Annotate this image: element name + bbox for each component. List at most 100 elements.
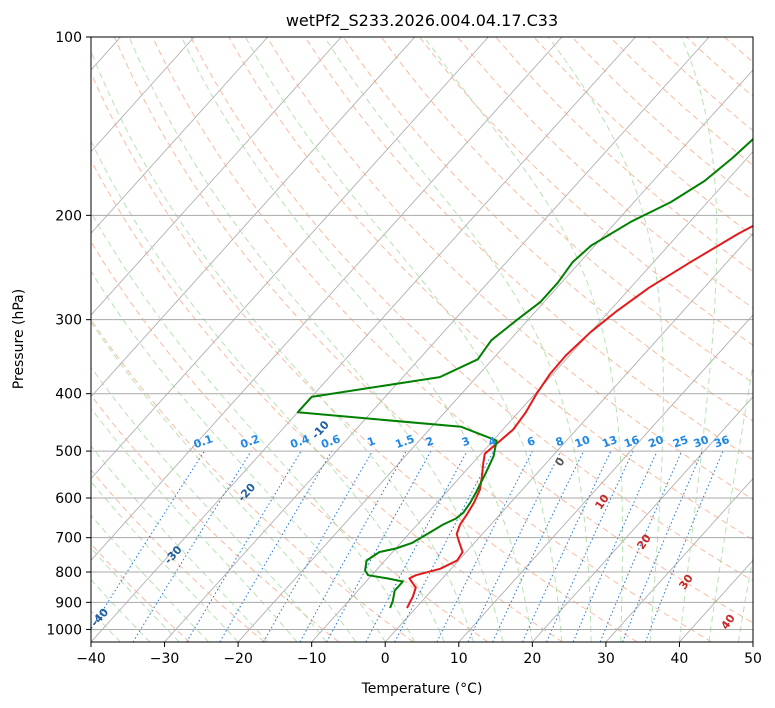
- x-tick-label: 40: [671, 651, 689, 667]
- mixing-ratio-label: 20: [647, 433, 666, 451]
- x-tick-label: −10: [297, 651, 327, 667]
- dry-adiabat-line: [91, 543, 190, 642]
- mixing-ratio-line: [599, 450, 683, 642]
- mixing-ratio-line: [644, 450, 724, 642]
- mixing-ratio-label: 0.6: [319, 432, 342, 451]
- dry-adiabat-line: [91, 240, 489, 642]
- moist-adiabat-line: [547, 37, 664, 642]
- moist-adiabat-line: [91, 211, 416, 642]
- x-axis-label: Temperature (°C): [361, 681, 483, 697]
- isotherm-line: [91, 37, 269, 235]
- y-tick-label: 500: [55, 444, 82, 460]
- mixing-ratio-label: 4: [487, 434, 499, 449]
- mixing-ratio-line: [436, 450, 533, 642]
- isotherm-line: [237, 69, 753, 642]
- isotherm-line: [91, 37, 416, 398]
- mixing-ratio-label: 8: [554, 434, 566, 449]
- mixing-ratio-line: [299, 450, 407, 642]
- y-tick-label: 200: [55, 208, 82, 224]
- moist-adiabat-line: [128, 37, 504, 642]
- isotherm-line: [91, 37, 195, 153]
- y-axis-label: Pressure (hPa): [11, 289, 27, 389]
- moist-adiabat-line: [91, 270, 386, 642]
- mixing-ratio-line: [546, 450, 634, 642]
- x-tick-label: 10: [450, 651, 468, 667]
- x-tick-label: −20: [223, 651, 253, 667]
- x-tick-label: 50: [744, 651, 762, 667]
- mixing-ratio-label: 6: [525, 434, 537, 449]
- mixing-ratio-label: 1.5: [394, 432, 417, 451]
- moist-adiabat-line: [708, 361, 753, 642]
- dewpoint-profile-line: [296, 137, 753, 609]
- moist-adiabat-line: [181, 37, 533, 642]
- mixing-ratio-line: [326, 450, 432, 642]
- mixing-ratio-label: 1: [365, 434, 377, 449]
- y-tick-label: 700: [55, 531, 82, 547]
- mixing-ratio-label: 25: [671, 433, 690, 450]
- mixing-ratio-label: 13: [600, 433, 619, 450]
- mixing-ratio-label: 0.1: [192, 432, 215, 451]
- moist-adiabat-line: [91, 140, 445, 642]
- mixing-ratio-line: [365, 450, 468, 642]
- chart-title: wetPf2_S233.2026.004.04.17.C33: [286, 11, 558, 31]
- x-tick-label: 0: [381, 651, 390, 667]
- plot-frame: [90, 36, 754, 643]
- isotherm-line: [531, 396, 753, 642]
- moist-adiabat-line: [737, 554, 753, 642]
- isotherm-line: [458, 314, 753, 642]
- temperature-profile-line: [406, 224, 753, 609]
- x-axis: −40 −30 −20 −10 0 10 20 30 40 50: [76, 642, 762, 667]
- mixing-ratio-label: 36: [712, 433, 731, 451]
- moist-adiabat-line: [91, 407, 298, 642]
- mixing-ratio-label: 30: [692, 433, 711, 451]
- y-tick-label: 400: [55, 387, 82, 403]
- moist-adiabat-line: [91, 49, 474, 642]
- mixing-ratio-line: [622, 450, 703, 642]
- isotherm-line: [91, 37, 342, 316]
- dry-adiabat-line: [228, 37, 753, 541]
- y-tick-label: 600: [55, 491, 82, 507]
- isotherm-line: [91, 37, 563, 561]
- x-tick-label: 20: [523, 651, 541, 667]
- mixing-ratio-label: 0.2: [239, 432, 262, 451]
- mixing-ratio-line: [132, 450, 252, 642]
- dry-adiabat-line: [91, 159, 563, 642]
- mixing-ratio-label: 2: [424, 434, 436, 449]
- y-tick-label: 900: [55, 595, 82, 611]
- moist-adiabat-line: [91, 480, 239, 642]
- mixing-ratio-label: 3: [460, 434, 472, 449]
- isotherm-line: [605, 477, 753, 642]
- y-tick-label: 300: [55, 313, 82, 329]
- y-tick-label: 800: [55, 565, 82, 581]
- isotherm-line: [91, 37, 636, 642]
- moist-adiabat-line: [91, 366, 327, 642]
- background-lines: [91, 37, 753, 642]
- mixing-ratio-line: [572, 450, 658, 642]
- moist-adiabat-line: [423, 37, 623, 642]
- dry-adiabat-line: [152, 37, 753, 624]
- y-axis: 1000 900 800 700 600 500 400 300 200 100: [46, 30, 91, 638]
- dry-adiabat-line: [91, 394, 340, 642]
- y-tick-label: 1000: [46, 622, 82, 638]
- moist-adiabat-line: [91, 321, 357, 642]
- x-tick-label: 30: [597, 651, 615, 667]
- mixing-ratio-label: 16: [622, 433, 641, 451]
- dry-adiabat-line: [190, 37, 753, 582]
- dry-adiabat-line: [113, 37, 712, 642]
- mixing-ratio-label: 10: [573, 433, 592, 451]
- isotherm-line: [384, 232, 753, 642]
- dry-adiabat-line: [91, 469, 265, 642]
- x-tick-label: −40: [76, 651, 106, 667]
- dry-adiabat-line: [304, 37, 753, 461]
- isotherm-line: [164, 37, 710, 642]
- dry-adiabat-line: [266, 37, 753, 500]
- mixing-ratio-line: [91, 450, 205, 630]
- moist-adiabat-line: [324, 37, 592, 642]
- moist-adiabat-line: [678, 37, 718, 642]
- profile-lines: [296, 137, 753, 609]
- isotherm-line: [91, 37, 489, 480]
- moist-adiabat-line: [91, 445, 268, 642]
- moist-adiabat-line: [244, 37, 563, 642]
